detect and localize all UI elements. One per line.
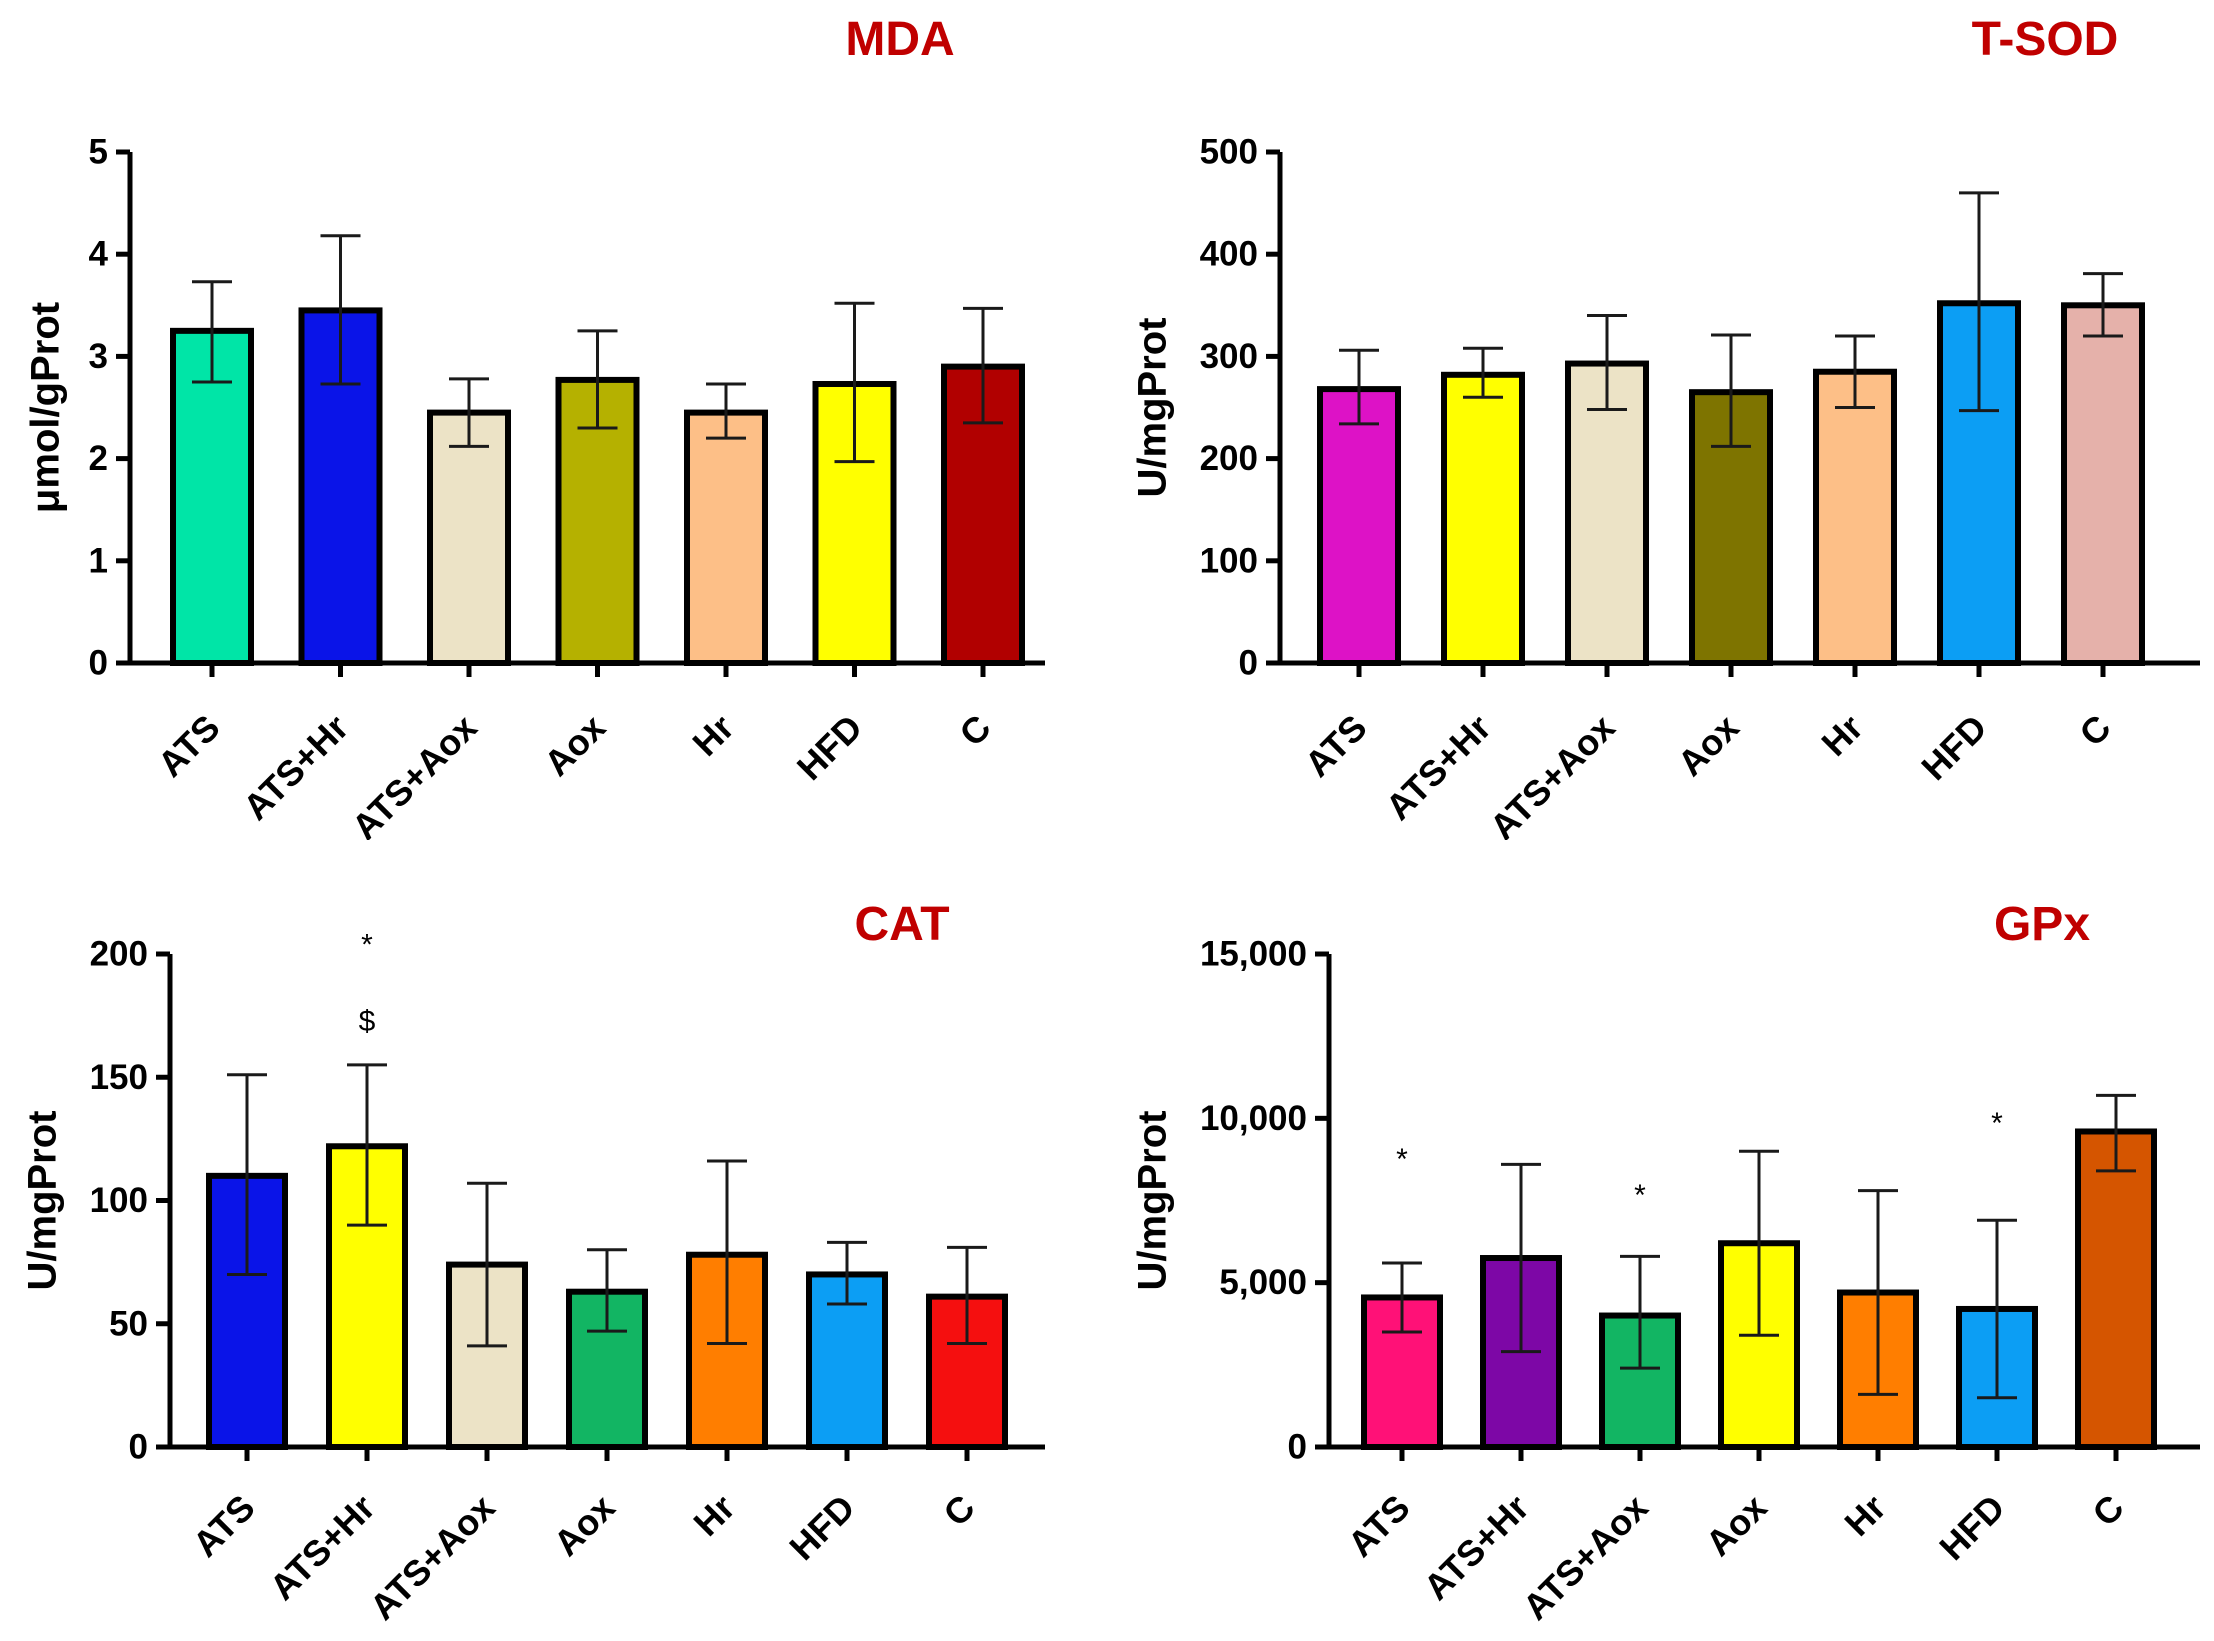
y-tick-label: 200 [1200, 439, 1258, 478]
y-tick-label: 0 [1288, 1428, 1307, 1467]
chart-gpx: GPx U/mgProt 0 5,000 10,000 15,000 ATS ATS+Hr AT… [1107, 840, 2214, 1641]
chart-cat: CAT U/mgProt 0 50 100 150 200 ATS ATS+Hr ATS+Aox A… [0, 840, 1107, 1641]
significance-marker: * [1634, 1179, 1646, 1212]
y-tick-label: 150 [90, 1058, 148, 1097]
x-tick-label: C [2071, 707, 2118, 754]
x-tick-label: HFD [1931, 1487, 2012, 1568]
y-tick-label: 300 [1200, 337, 1258, 376]
y-tick-label: 15,000 [1200, 935, 1307, 974]
x-tick-label: ATS [185, 1487, 263, 1565]
x-tick-label: Hr [684, 707, 741, 764]
x-tick-label: Hr [1813, 707, 1870, 764]
y-tick-label: 50 [109, 1304, 148, 1343]
chart-title: CAT [854, 898, 949, 951]
bar [2061, 302, 2145, 666]
x-tick-label: Aox [1698, 1487, 1775, 1564]
chart-title: MDA [845, 13, 954, 66]
chart-title: GPx [1994, 898, 2090, 951]
y-tick-label: 500 [1200, 133, 1258, 172]
y-tick-label: 200 [90, 935, 148, 974]
y-tick-label: 2 [89, 439, 108, 478]
x-tick-label: ATS+Aox [344, 707, 485, 840]
x-tick-label: ATS+Hr [1377, 707, 1498, 828]
chart-title: T-SOD [1972, 13, 2119, 66]
y-tick-label: 100 [90, 1181, 148, 1220]
y-tick-label: 5 [89, 133, 108, 172]
significance-marker: $ [359, 1005, 376, 1038]
chart-tsod: T-SOD U/mgProt 0 100 200 300 400 500 ATS ATS+Hr AT… [1107, 0, 2214, 840]
bar [427, 409, 511, 666]
x-tick-label: ATS+Aox [1482, 707, 1623, 840]
x-tick-label: HFD [1913, 707, 1994, 788]
bar [1441, 371, 1525, 666]
x-tick-label: ATS+Hr [261, 1487, 382, 1608]
significance-marker: * [1991, 1107, 2003, 1140]
y-tick-label: 5,000 [1219, 1263, 1307, 1302]
y-tick-label: 4 [89, 235, 109, 274]
y-axis-label: U/mgProt [1131, 318, 1175, 498]
chart-mda: MDA μmol/gProt 0 1 2 3 4 5 ATS ATS+Hr ATS+Aox Aox Hr… [0, 0, 1107, 840]
y-axis-label: U/mgProt [21, 1111, 65, 1291]
x-tick-label: Hr [1836, 1487, 1893, 1544]
chart-gpx-svg: GPx U/mgProt 0 5,000 10,000 15,000 ATSATS+HrAT… [1131, 898, 2200, 1628]
bar [1565, 360, 1649, 666]
x-tick-label: ATS [150, 707, 228, 785]
x-tick-label: ATS+Hr [235, 707, 356, 828]
y-axis-label: U/mgProt [1131, 1111, 1175, 1291]
y-tick-label: 0 [129, 1428, 148, 1467]
x-tick-label: HFD [781, 1487, 862, 1568]
bar [1813, 368, 1897, 666]
x-tick-label: ATS+Aox [1515, 1487, 1656, 1628]
bar [1317, 386, 1401, 666]
y-tick-label: 1 [89, 541, 108, 580]
y-tick-label: 0 [1239, 644, 1258, 683]
y-tick-label: 3 [89, 337, 108, 376]
x-tick-label: Aox [546, 1487, 623, 1564]
x-tick-label: Hr [685, 1487, 742, 1544]
x-tick-label: HFD [789, 707, 870, 788]
y-tick-label: 400 [1200, 235, 1258, 274]
x-tick-label: C [935, 1487, 982, 1534]
x-tick-label: Aox [1670, 707, 1747, 784]
bar [2075, 1128, 2157, 1450]
significance-marker: * [1396, 1143, 1408, 1176]
bar [684, 409, 768, 666]
significance-marker: * [361, 929, 373, 962]
chart-tsod-svg: T-SOD U/mgProt 0 100 200 300 400 500 ATS ATS+HrAT… [1131, 13, 2200, 840]
x-tick-label: ATS+Aox [362, 1487, 503, 1628]
x-tick-label: C [2084, 1487, 2131, 1534]
y-tick-label: 10,000 [1200, 1099, 1307, 1138]
y-tick-label: 0 [89, 644, 108, 683]
y-axis-label: μmol/gProt [24, 302, 68, 513]
y-tick-label: 100 [1200, 541, 1258, 580]
x-tick-label: ATS [1297, 707, 1375, 785]
x-tick-label: Aox [536, 707, 613, 784]
x-tick-label: ATS [1340, 1487, 1418, 1565]
x-tick-label: C [951, 707, 998, 754]
x-tick-label: ATS+Hr [1415, 1487, 1536, 1608]
